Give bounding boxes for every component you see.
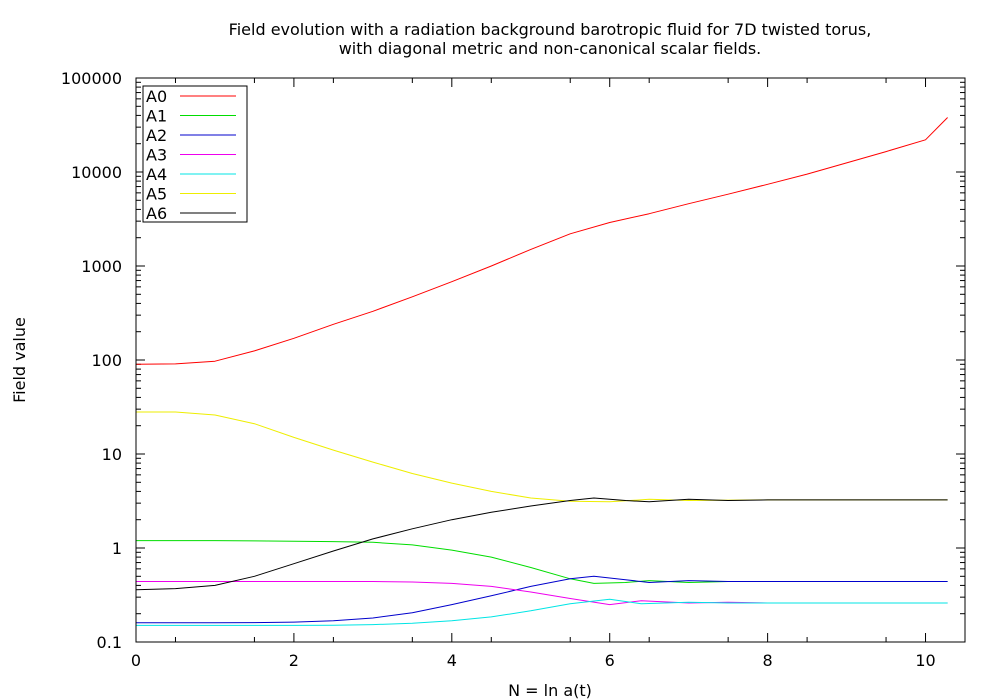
x-tick-label: 2: [289, 651, 299, 670]
x-tick-label: 4: [447, 651, 457, 670]
y-axis-label: Field value: [10, 317, 29, 403]
series-line-a0: [135, 117, 948, 365]
series-line-a5: [136, 411, 948, 503]
series-line-a3: [136, 581, 948, 606]
legend-label-a4: A4: [146, 165, 167, 184]
x-tick-label: 8: [763, 651, 773, 670]
y-tick-label: 100: [91, 351, 122, 370]
legend-label-a6: A6: [146, 204, 167, 223]
x-axis-label: N = ln a(t): [508, 681, 592, 700]
series-line-a4: [136, 598, 948, 626]
series-line-a2: [136, 575, 948, 624]
chart-title-line-1: Field evolution with a radiation backgro…: [228, 20, 872, 39]
y-tick-label: 1000: [81, 257, 122, 276]
legend-label-a5: A5: [146, 185, 167, 204]
x-tick-label: 0: [131, 651, 141, 670]
y-tick-label: 10000: [71, 163, 122, 182]
y-tick-label: 100000: [61, 69, 122, 88]
chart-title-line-2: with diagonal metric and non-canonical s…: [338, 39, 762, 58]
legend-label-a1: A1: [146, 107, 167, 126]
plot-frame: [135, 77, 966, 643]
series-lines: [135, 117, 948, 626]
y-tick-label: 1: [112, 539, 122, 558]
series-line-a1: [136, 540, 948, 584]
tick-labels: 0 2 4 6 8 10 0.1 1 10 100 1000 10000 100000: [61, 69, 936, 670]
x-tick-label: 6: [605, 651, 615, 670]
series-line-a6: [135, 497, 948, 591]
y-tick-label: 0.1: [97, 633, 122, 652]
x-tick-label: 10: [915, 651, 935, 670]
legend-label-a3: A3: [146, 146, 167, 165]
legend-label-a2: A2: [146, 126, 167, 145]
tick-marks: [135, 77, 965, 643]
y-tick-label: 10: [102, 445, 122, 464]
legend-label-a0: A0: [146, 87, 167, 106]
